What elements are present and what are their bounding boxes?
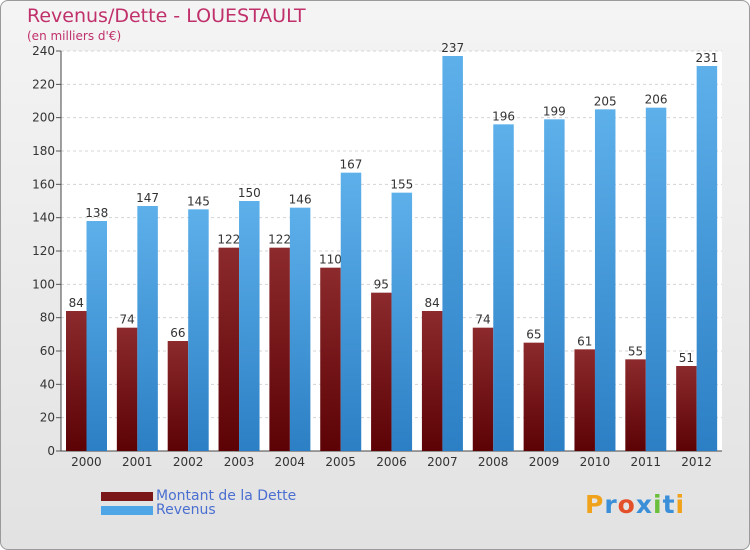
y-tick-label: 240 [32, 44, 55, 58]
bar-revenus-2006 [391, 192, 413, 451]
data-label-dette-2006: 95 [374, 278, 389, 292]
x-tick-label: 2011 [630, 455, 661, 469]
bar-dette-2012 [676, 366, 697, 451]
legend-label-revenus: Revenus [156, 502, 216, 518]
data-label-revenus-2006: 155 [390, 178, 413, 192]
bar-revenus-2010 [594, 109, 616, 451]
legend-label-dette: Montant de la Dette [156, 488, 297, 504]
bar-dette-2007 [421, 311, 443, 451]
bar-dette-2009 [523, 342, 545, 451]
data-label-revenus-2000: 138 [85, 206, 108, 220]
chart-subtitle: (en milliers d'€) [27, 29, 122, 43]
data-label-dette-2008: 74 [475, 313, 490, 327]
bar-revenus-2000 [86, 221, 107, 451]
bar-revenus-2012 [696, 66, 718, 451]
data-label-revenus-2012: 231 [695, 51, 718, 65]
x-tick-label: 2000 [71, 455, 102, 469]
data-label-revenus-2011: 206 [645, 93, 668, 107]
data-label-revenus-2010: 205 [594, 94, 617, 108]
legend-swatch-dette [101, 491, 153, 501]
bar-revenus-2007 [442, 56, 463, 451]
bar-dette-2001 [116, 327, 138, 451]
x-tick-label: 2009 [529, 455, 560, 469]
bar-revenus-2003 [239, 201, 260, 451]
y-tick-label: 40 [40, 377, 55, 391]
data-label-dette-2001: 74 [119, 313, 134, 327]
legend-item-dette: Montant de la Dette [101, 488, 297, 504]
bar-dette-2003 [218, 247, 240, 451]
y-tick-label: 100 [32, 277, 55, 291]
legend-item-revenus: Revenus [101, 502, 216, 518]
bar-revenus-2005 [340, 172, 362, 451]
data-label-dette-2010: 61 [577, 334, 592, 348]
bar-dette-2004 [269, 247, 290, 451]
x-tick-label: 2002 [173, 455, 204, 469]
data-label-revenus-2002: 145 [187, 194, 210, 208]
bar-revenus-2011 [645, 107, 667, 452]
data-label-dette-2003: 122 [217, 233, 240, 247]
bar-dette-2002 [167, 341, 189, 451]
bar-dette-2010 [574, 349, 595, 451]
bar-revenus-2009 [544, 119, 565, 451]
data-label-revenus-2001: 147 [136, 191, 159, 205]
data-label-revenus-2009: 199 [543, 104, 566, 118]
data-label-dette-2007: 84 [425, 296, 440, 310]
bar-dette-2011 [625, 359, 646, 451]
y-tick-label: 20 [40, 411, 55, 425]
bar-revenus-2002 [188, 209, 209, 451]
chart-title: Revenus/Dette - LOUESTAULT [27, 5, 306, 27]
y-tick-label: 220 [32, 77, 55, 91]
data-label-dette-2011: 55 [628, 344, 643, 358]
x-tick-label: 2010 [580, 455, 611, 469]
x-tick-label: 2008 [478, 455, 509, 469]
data-label-revenus-2005: 167 [340, 158, 363, 172]
bar-dette-2006 [371, 292, 392, 451]
x-tick-label: 2004 [275, 455, 306, 469]
x-tick-label: 2006 [376, 455, 407, 469]
y-tick-label: 80 [40, 311, 55, 325]
data-label-dette-2005: 110 [319, 253, 342, 267]
proxiti-logo: Proxiti [585, 490, 686, 519]
data-label-revenus-2007: 237 [441, 41, 464, 55]
bar-revenus-2008 [493, 124, 514, 451]
data-label-revenus-2003: 150 [238, 186, 261, 200]
y-tick-label: 140 [32, 211, 55, 225]
data-label-dette-2009: 65 [526, 328, 541, 342]
y-tick-label: 160 [32, 177, 55, 191]
data-label-dette-2002: 66 [170, 326, 185, 340]
bar-revenus-2001 [137, 206, 158, 451]
x-tick-label: 2001 [122, 455, 153, 469]
y-tick-label: 60 [40, 344, 55, 358]
y-tick-label: 200 [32, 111, 55, 125]
y-tick-label: 180 [32, 144, 55, 158]
x-tick-label: 2012 [681, 455, 712, 469]
data-label-dette-2000: 84 [69, 296, 84, 310]
x-tick-label: 2003 [224, 455, 255, 469]
data-label-revenus-2008: 196 [492, 109, 515, 123]
legend-swatch-revenus [101, 505, 153, 515]
x-tick-label: 2007 [427, 455, 458, 469]
data-label-revenus-2004: 146 [289, 193, 312, 207]
x-tick-label: 2005 [325, 455, 356, 469]
bar-dette-2000 [66, 311, 87, 451]
bar-revenus-2004 [289, 207, 311, 451]
y-tick-label: 0 [47, 444, 55, 458]
bar-dette-2008 [472, 327, 494, 451]
data-label-dette-2004: 122 [268, 233, 291, 247]
y-tick-label: 120 [32, 244, 55, 258]
bar-dette-2005 [320, 267, 341, 451]
data-label-dette-2012: 51 [679, 351, 694, 365]
